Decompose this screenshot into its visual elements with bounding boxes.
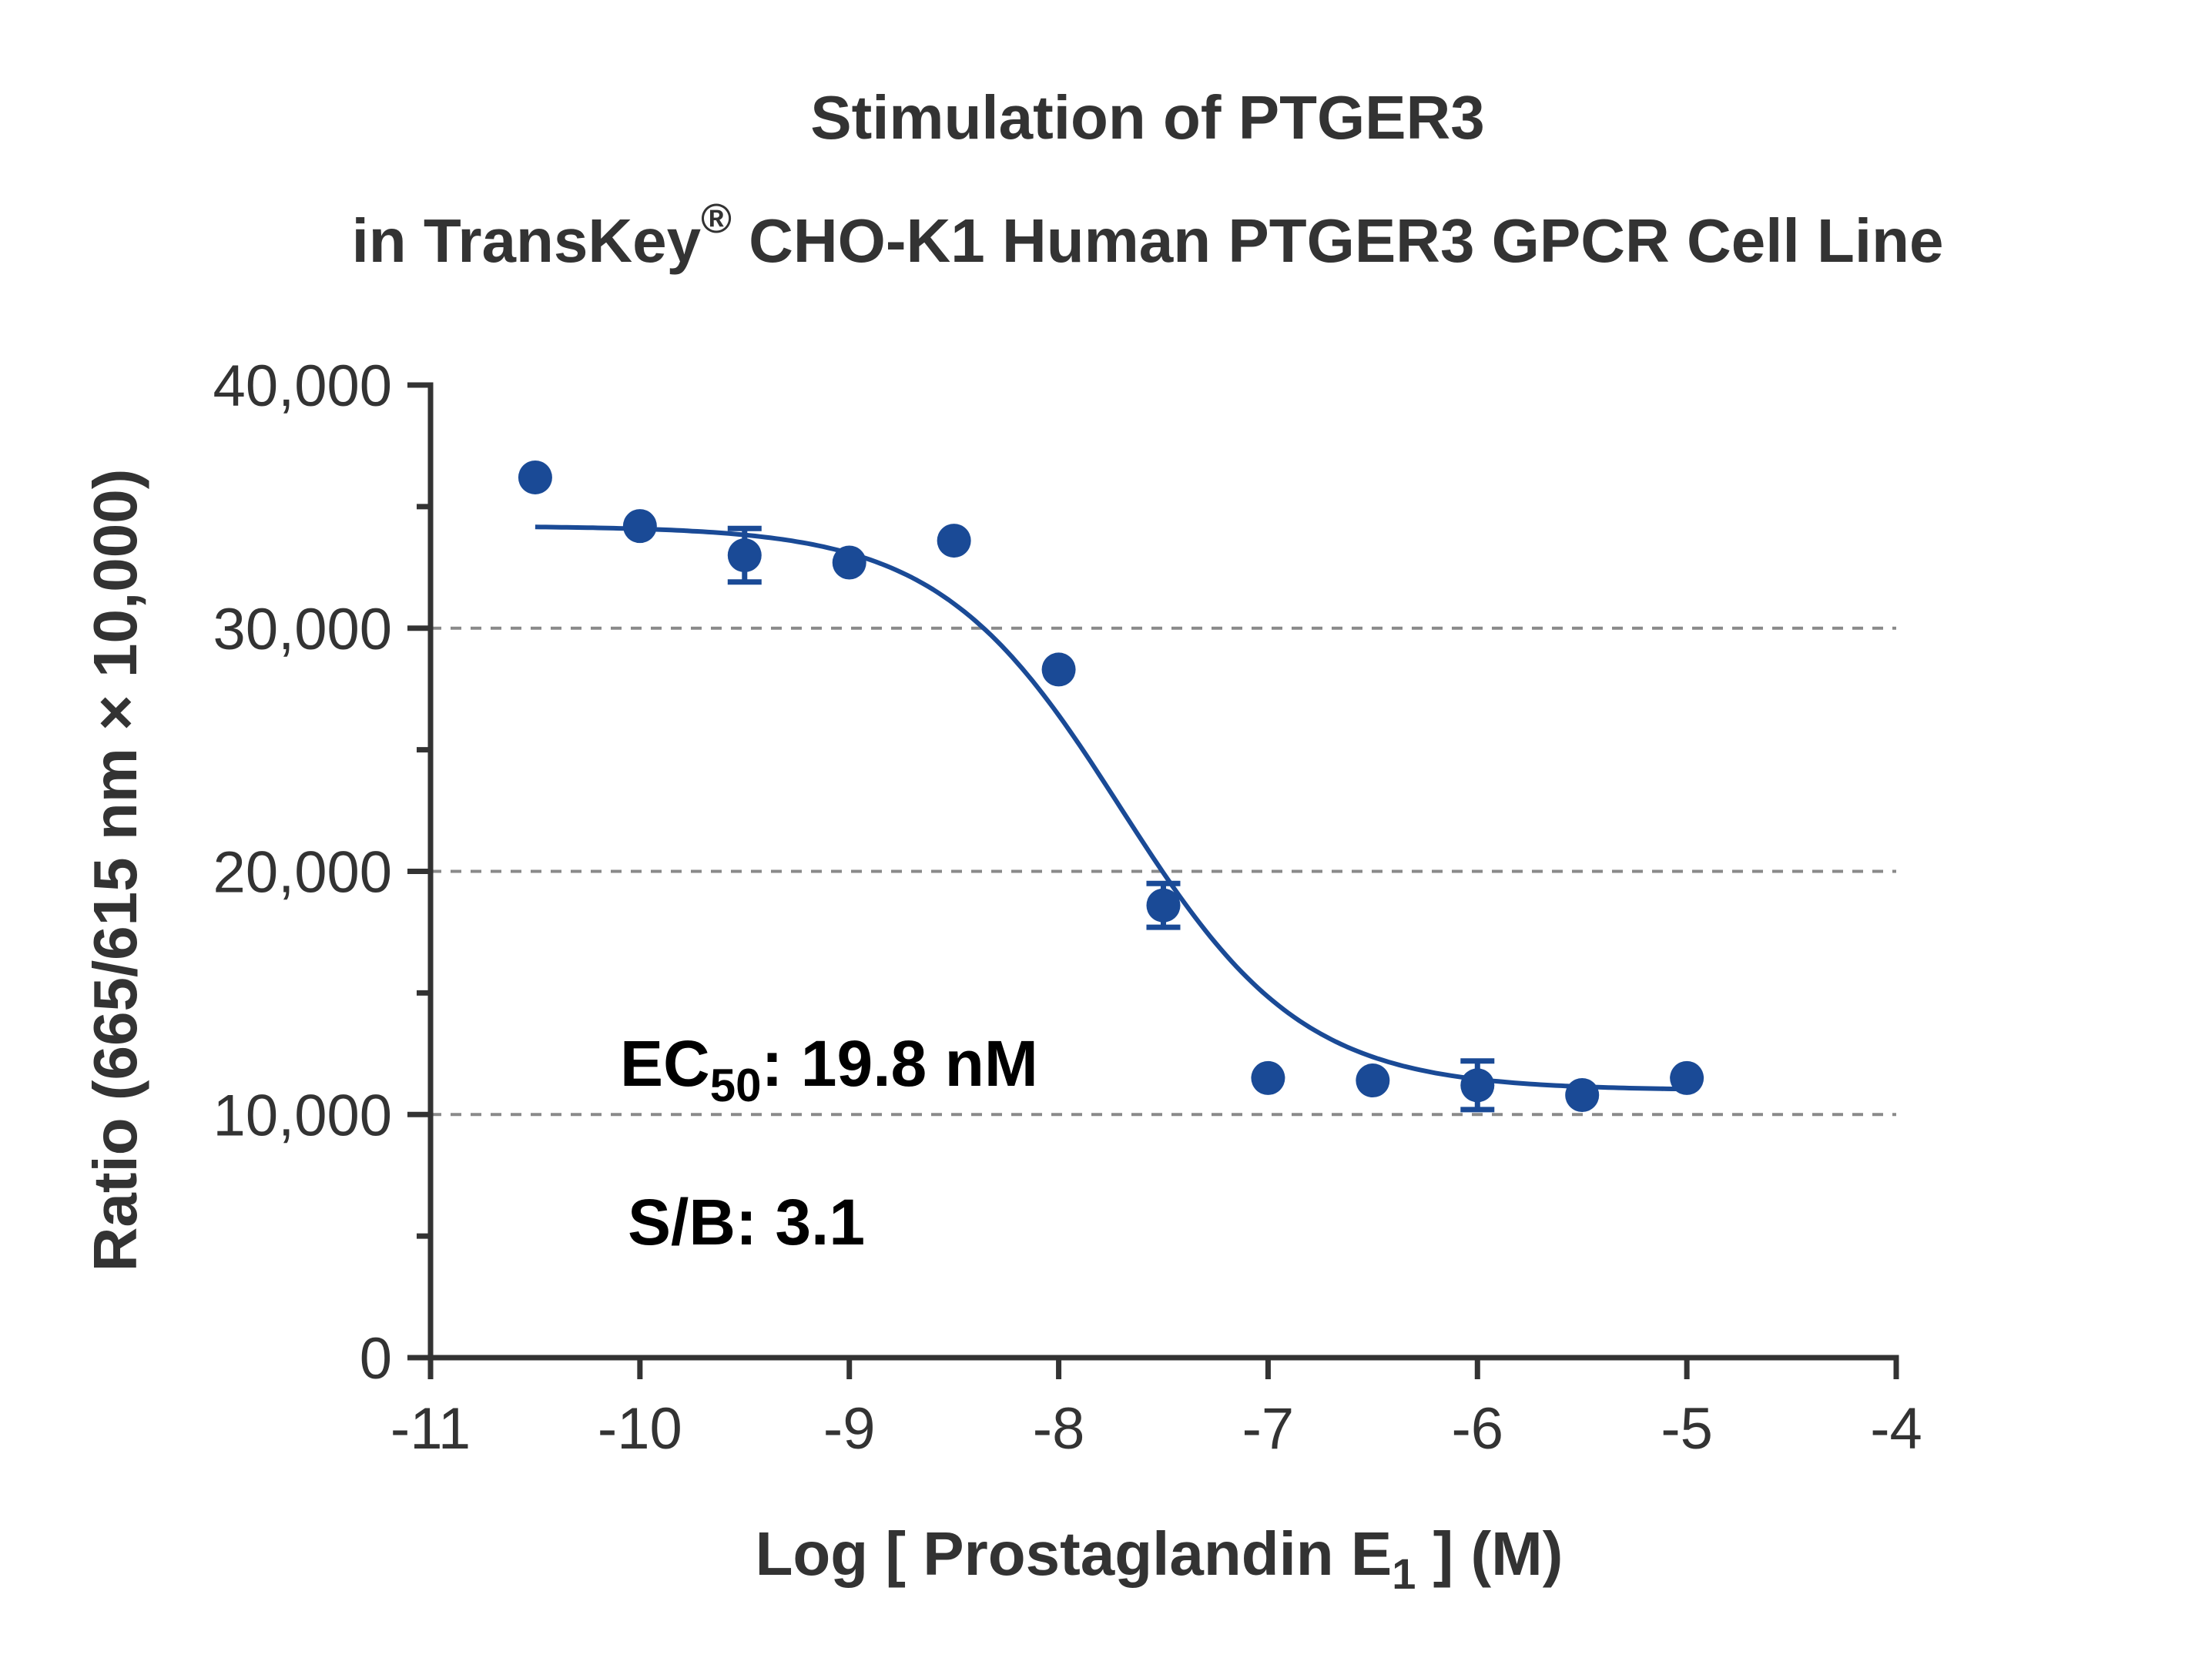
y-tick-label: 40,000 <box>213 353 392 419</box>
x-axis-title-post: ] (M) <box>1416 1519 1563 1588</box>
x-tick-label: -11 <box>390 1396 471 1462</box>
chart-title-line2-post: CHO-K1 Human PTGER3 GPCR Cell Line <box>732 206 1944 275</box>
fit-curve-layer <box>535 524 1687 1092</box>
gridlines <box>431 626 1896 1117</box>
data-point <box>937 524 971 558</box>
x-tick-label: -6 <box>1451 1396 1503 1462</box>
data-point <box>1146 888 1181 923</box>
data-point <box>1041 652 1076 687</box>
chart-title-line2-pre: in TransKey <box>352 206 702 275</box>
x-tick-label: -7 <box>1242 1396 1295 1462</box>
y-axis-title: Ratio (665/615 nm × 10,000) <box>81 469 149 1272</box>
x-axis-ticks: -11 -10 -9 -8 -7 -6 -5 -4 <box>390 1358 1922 1462</box>
chart-title-line1: Stimulation of PTGER3 <box>810 83 1485 152</box>
data-point <box>727 538 762 573</box>
data-point <box>1460 1068 1495 1103</box>
data-point <box>1251 1060 1285 1095</box>
x-tick-label: -9 <box>823 1396 876 1462</box>
sb-annotation: S/B: 3.1 <box>628 1186 865 1258</box>
x-tick-label: -8 <box>1033 1396 1085 1462</box>
y-tick-label: 30,000 <box>213 597 392 662</box>
data-point <box>1670 1060 1704 1095</box>
y-tick-label: 20,000 <box>213 840 392 906</box>
data-point <box>622 509 657 544</box>
x-tick-label: -5 <box>1661 1396 1713 1462</box>
registered-mark: ® <box>701 196 732 242</box>
x-tick-label: -4 <box>1870 1396 1922 1462</box>
ec50-annotation-sub: 50 <box>710 1060 762 1111</box>
data-points <box>518 460 1704 1113</box>
x-axis-title-pre: Log [ Prostaglandin E <box>756 1519 1393 1588</box>
x-axis-title: Log [ Prostaglandin E1 ] (M) <box>756 1519 1563 1598</box>
y-axis-ticks: 0 10,000 20,000 30,000 40,000 <box>213 353 431 1392</box>
ec50-annotation: EC50: 19.8 nM <box>620 1027 1038 1111</box>
y-tick-label: 0 <box>360 1326 392 1392</box>
data-point <box>1565 1077 1600 1112</box>
data-point <box>518 460 552 494</box>
ec50-annotation-post: : 19.8 nM <box>761 1027 1037 1100</box>
x-axis-title-sub: 1 <box>1392 1549 1416 1598</box>
fit-curve <box>535 524 1687 1092</box>
x-tick-label: -10 <box>598 1396 682 1462</box>
data-point <box>832 545 866 580</box>
data-point <box>1356 1063 1390 1098</box>
chart-title-line2: in TransKey® CHO-K1 Human PTGER3 GPCR Ce… <box>352 196 1944 275</box>
y-tick-label: 10,000 <box>213 1083 392 1148</box>
ec50-annotation-pre: EC <box>620 1027 710 1100</box>
